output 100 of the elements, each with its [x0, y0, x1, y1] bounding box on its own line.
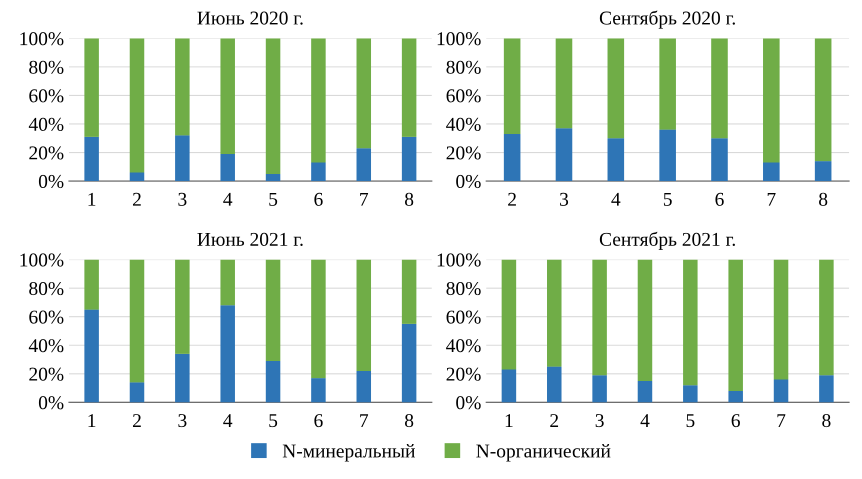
bar [311, 38, 326, 163]
x-tick-label: 8 [405, 414, 414, 428]
y-tick-label: 60% [29, 310, 64, 324]
bar [175, 354, 190, 402]
bar [266, 38, 280, 174]
y-tick-label: 20% [446, 368, 481, 381]
bar [311, 260, 326, 378]
bar [220, 38, 235, 154]
bar [556, 128, 572, 182]
x-tick-label: 3 [178, 414, 186, 428]
bar [819, 260, 834, 376]
bar [130, 382, 144, 402]
bar [683, 385, 698, 402]
y-tick-label: 100% [438, 253, 481, 267]
bar [608, 138, 624, 182]
bar [502, 260, 516, 370]
chart-title: Июнь 2020 г. [197, 12, 303, 25]
y-tick-label: 80% [446, 282, 481, 296]
bar [356, 260, 372, 371]
bar [711, 138, 728, 182]
chart-title: Сентябрь 2021 г. [600, 232, 735, 250]
legend-label: N-минеральный [282, 444, 415, 462]
y-tick-label: 40% [446, 118, 481, 131]
bar [763, 162, 780, 182]
x-tick-label: 7 [360, 414, 368, 427]
y-tick-label: 60% [446, 310, 481, 324]
bar [84, 310, 99, 402]
bar [592, 260, 607, 376]
bar [774, 380, 788, 402]
bar [311, 162, 326, 182]
y-tick-label: 100% [20, 32, 64, 46]
x-tick-label: 5 [664, 192, 672, 206]
bar [130, 260, 144, 382]
y-tick-label: 40% [28, 118, 64, 131]
x-tick-label: 4 [223, 192, 232, 206]
bar [220, 154, 235, 182]
bar [175, 260, 190, 354]
chart-title: Июнь 2021 г. [197, 232, 303, 246]
x-tick-label: 5 [269, 192, 278, 206]
x-tick-label: 7 [768, 192, 776, 206]
x-tick-label: 3 [560, 192, 568, 206]
x-tick-label: 4 [640, 414, 650, 427]
bar [356, 38, 372, 148]
x-tick-label: 3 [178, 192, 186, 206]
bar [728, 260, 743, 391]
x-tick-label: 7 [360, 192, 368, 206]
bar [814, 161, 832, 182]
bar [774, 260, 788, 380]
bar [402, 324, 416, 402]
bar [683, 260, 698, 386]
bar [175, 38, 190, 136]
x-tick-label: 2 [508, 192, 516, 206]
bar [356, 370, 372, 402]
bar [84, 38, 99, 137]
bar [819, 375, 834, 402]
x-tick-label: 1 [506, 414, 513, 427]
y-tick-label: 20% [446, 146, 481, 160]
bar [711, 38, 728, 138]
x-tick-label: 5 [269, 414, 278, 428]
bar [311, 378, 326, 402]
bar [638, 380, 652, 402]
bar [502, 370, 516, 402]
bar [130, 38, 144, 173]
y-tick-label: 0% [456, 174, 481, 188]
bar [556, 38, 572, 128]
x-tick-label: 6 [732, 414, 740, 428]
bar [659, 130, 676, 182]
y-tick-label: 0% [456, 396, 481, 410]
x-tick-label: 2 [132, 414, 141, 427]
y-tick-label: 100% [438, 32, 481, 46]
x-tick-label: 6 [314, 414, 323, 428]
bar [547, 260, 562, 367]
x-tick-label: 6 [715, 192, 724, 206]
bar [220, 260, 235, 306]
bar [175, 135, 190, 182]
bar [638, 260, 652, 381]
bar [84, 260, 99, 310]
x-tick-label: 4 [611, 192, 620, 206]
y-tick-label: 80% [29, 282, 64, 296]
bar [402, 136, 416, 182]
x-tick-label: 2 [550, 414, 558, 427]
bar [814, 38, 832, 162]
bar [266, 260, 280, 361]
x-tick-label: 8 [819, 192, 828, 206]
bar [504, 134, 520, 182]
bar [504, 38, 520, 134]
bar [356, 148, 372, 182]
bar [659, 38, 676, 130]
bar [266, 360, 280, 402]
y-tick-label: 40% [28, 339, 64, 352]
x-tick-label: 3 [596, 414, 604, 428]
x-tick-label: 8 [405, 192, 414, 206]
bar [763, 38, 780, 163]
x-tick-label: 1 [88, 192, 96, 206]
y-tick-label: 100% [20, 253, 64, 267]
bar [608, 38, 624, 138]
x-tick-label: 5 [686, 414, 694, 428]
y-tick-label: 40% [446, 339, 481, 352]
y-tick-label: 80% [446, 60, 481, 74]
bar [547, 366, 562, 402]
